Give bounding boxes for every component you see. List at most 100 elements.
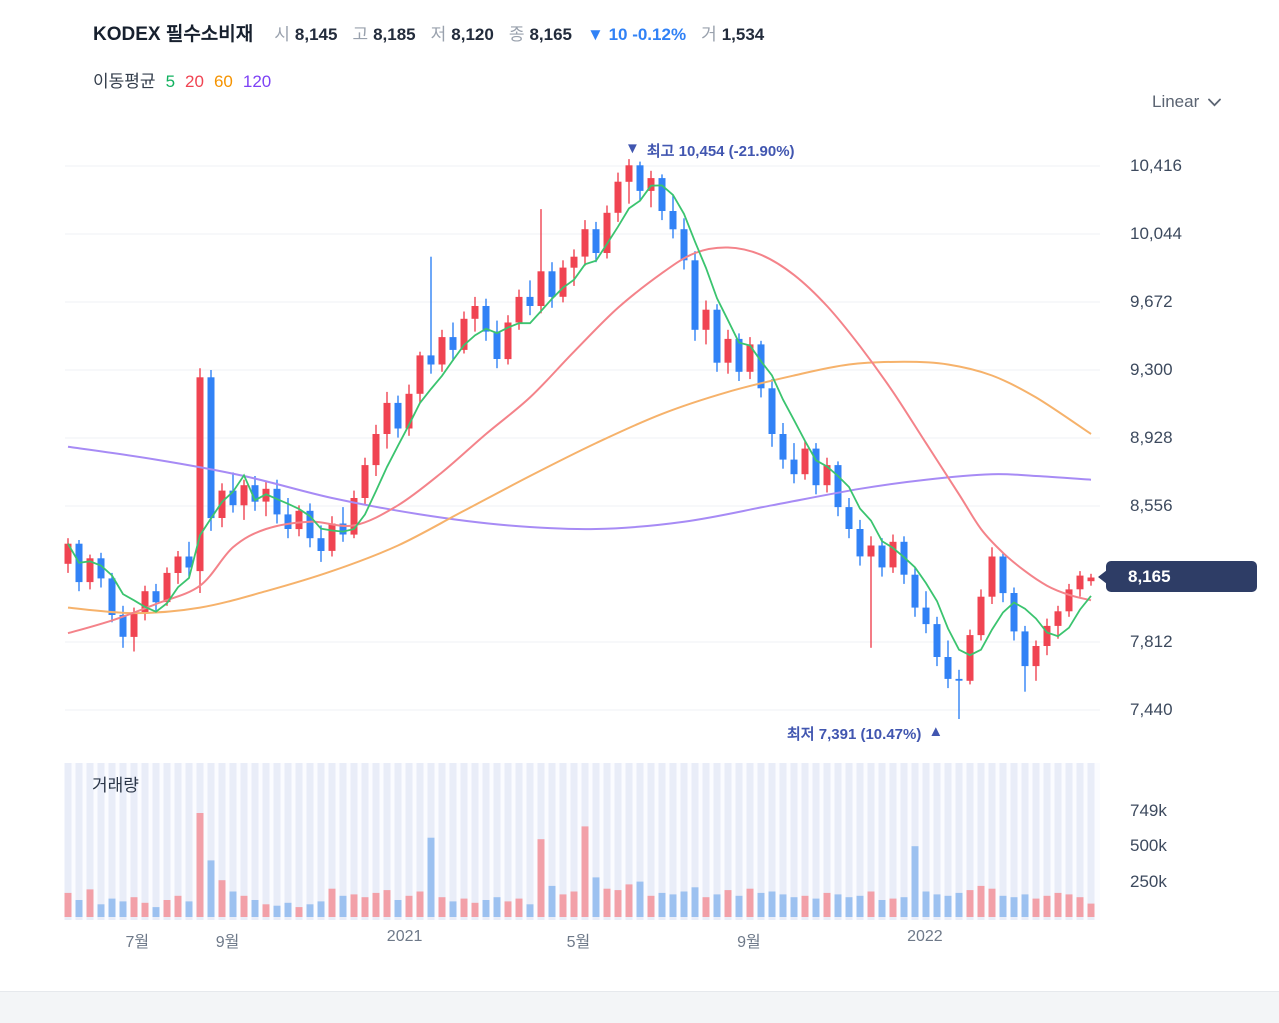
volume-slot-stripe [394,763,402,920]
volume-slot-stripe [614,763,622,920]
volume-slot-stripe [372,763,380,920]
volume-bar [383,890,391,917]
candle-body [823,465,831,486]
current-price-badge: 8,165 [1098,561,1257,592]
volume-slot-stripe [834,763,842,920]
volume-bar [207,860,215,917]
y-axis-label: 10,416 [1130,156,1182,175]
volume-slot-stripe [966,763,974,920]
volume-slot-stripe [75,763,83,920]
volume-slot-stripe [636,763,644,920]
candle-body [493,331,501,359]
volume-slot-stripe [757,763,765,920]
x-axis-label: 2022 [907,928,943,945]
volume-bar [1043,895,1051,917]
volume-slot-stripe [955,763,963,920]
volume-bars-layer [64,813,1095,917]
volume-background-layer [64,763,1100,920]
volume-slot-stripe [460,763,468,920]
volume-slot-stripe [152,763,160,920]
volume-slot-stripe [251,763,259,920]
volume-bar [647,895,655,917]
volume-slot-stripe [735,763,743,920]
volume-slot-stripe [328,763,336,920]
candle-body [416,355,424,394]
candle-body [394,402,402,429]
high-marker-icon: ▼ [625,140,640,157]
volume-slot-stripe [273,763,281,920]
volume-bar [119,901,127,917]
volume-bar [515,898,523,917]
volume-axis-label: 250k [1130,871,1167,891]
candle-body [625,165,633,182]
volume-slot-stripe [790,763,798,920]
volume-slot-stripe [295,763,303,920]
volume-slot-stripe [174,763,182,920]
candle-body [702,309,710,330]
volume-slot-stripe [1076,763,1084,920]
ma-20-legend-label: 20 [185,72,204,91]
y-axis-label: 7,440 [1130,700,1173,719]
volume-bar [174,895,182,917]
x-axis-label: 9월 [737,934,761,951]
volume-slot-stripe [691,763,699,920]
candle-body [1076,575,1084,590]
volume-bar [240,895,248,917]
y-axis-label: 7,812 [1130,632,1173,651]
volume-slot-stripe [856,763,864,920]
volume-bar [493,897,501,917]
low-annotation: 최저 7,391 (10.47%) ▲ [787,723,943,744]
volume-bar [911,846,919,917]
candle-body [306,510,314,539]
volume-bar [603,888,611,917]
candle-body [988,556,996,597]
stat-open-label: 시 [274,25,290,44]
volume-bar [449,901,457,917]
candle-body [669,211,677,230]
candle-body [1087,577,1095,582]
volume-slot-stripe [471,763,479,920]
volume-bar [504,901,512,917]
candle-body [614,181,622,213]
candles-layer [64,159,1095,719]
volume-bar [185,901,193,917]
volume-bar [251,900,259,917]
volume-slot-stripe [911,763,919,920]
volume-slot-stripe [680,763,688,920]
candle-body [878,545,886,568]
candle-body [636,165,644,191]
candle-body [504,322,512,360]
stat-high: 고 8,185 [352,20,415,45]
badge-pointer [1098,569,1107,584]
stat-high-value: 8,185 [373,25,416,44]
candle-body [757,344,765,389]
volume-bar [229,891,237,917]
candle-body [240,485,248,506]
volume-slot-stripe [647,763,655,920]
volume-bar [306,904,314,917]
candle-body [658,178,666,211]
volume-bar [152,907,160,917]
volume-slot-stripe [548,763,556,920]
volume-bar [999,895,1007,917]
candle-body [548,271,556,297]
candle-body [97,558,105,579]
ma-60-legend-label: 60 [213,72,233,91]
candle-body [1010,593,1018,632]
scale-selector[interactable]: Linear [1152,92,1222,112]
candle-body [229,490,237,506]
volume-bar [416,891,424,917]
volume-slot-stripe [1043,763,1051,920]
scale-selector-label: Linear [1152,92,1200,111]
volume-slot-stripe [559,763,567,920]
candle-body [372,434,380,466]
stat-close-label: 종 [508,25,525,44]
candle-body [801,448,809,475]
candle-body [999,556,1007,594]
volume-bar [812,898,820,917]
volume-bar [1076,897,1084,917]
volume-slot-stripe [922,763,930,920]
ma-120-legend-label: 120 [242,72,272,91]
volume-slot-stripe [625,763,633,920]
